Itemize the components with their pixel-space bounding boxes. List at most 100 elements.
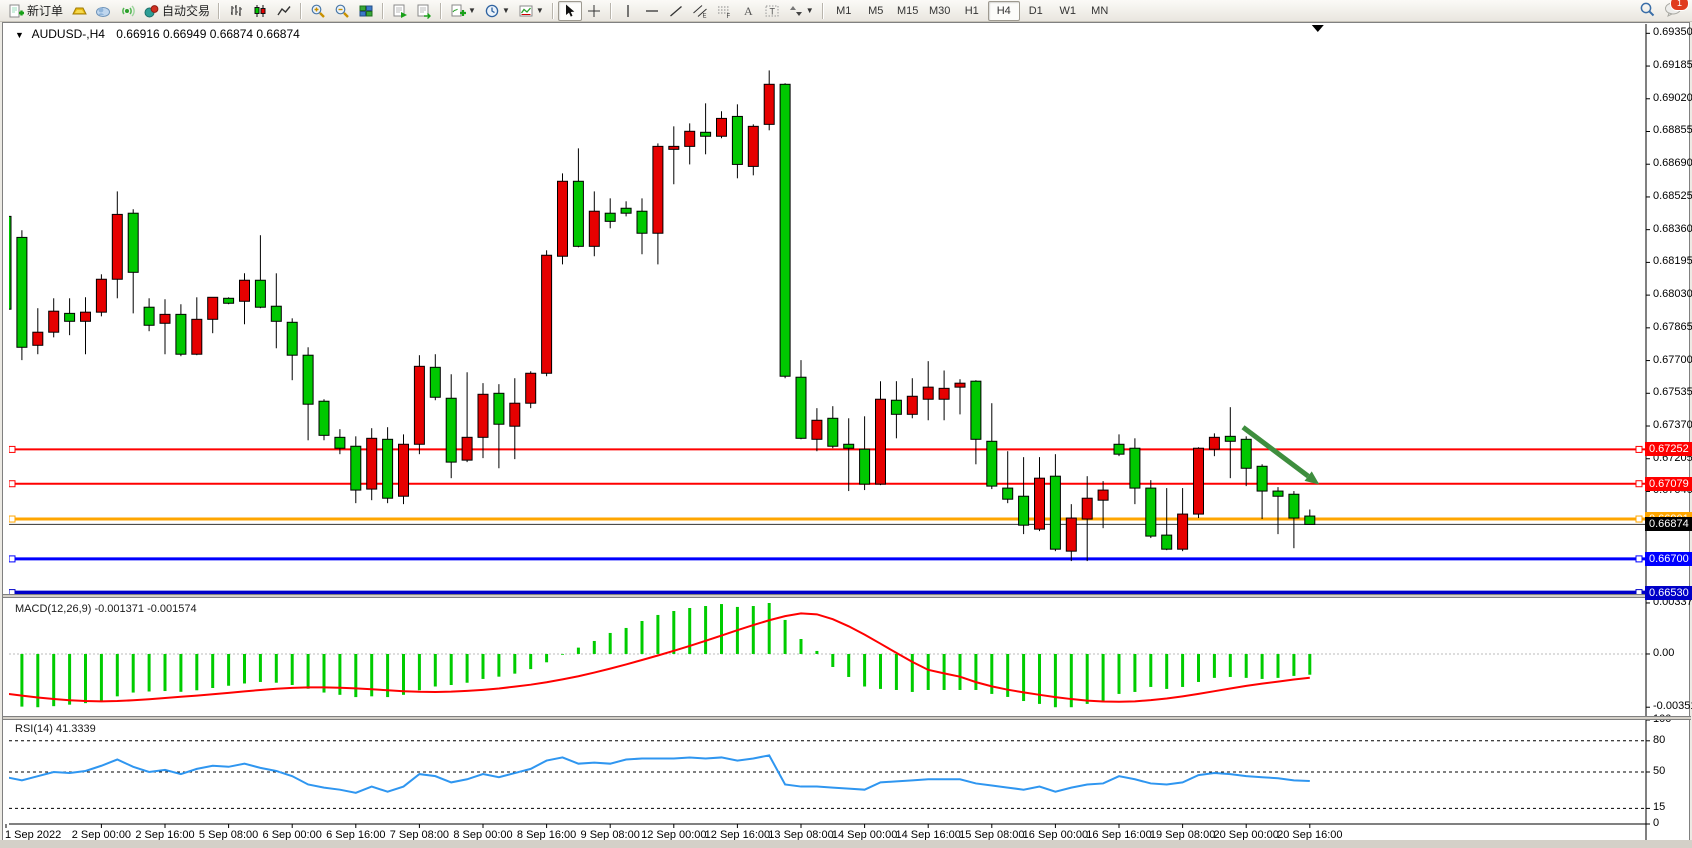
candle-body[interactable] xyxy=(32,331,44,346)
timeframe-button-m30[interactable]: M30 xyxy=(929,4,951,17)
candle-body[interactable] xyxy=(254,279,266,308)
candle-body[interactable] xyxy=(1240,438,1252,469)
trend-arrow-object[interactable] xyxy=(1241,425,1310,479)
candle-body[interactable] xyxy=(588,210,600,247)
line-handle[interactable] xyxy=(9,515,16,523)
candle-body[interactable] xyxy=(938,387,950,400)
signal-button[interactable] xyxy=(115,1,139,21)
candle-body[interactable] xyxy=(1034,477,1045,530)
candle-body[interactable] xyxy=(668,145,680,150)
candlestick-chart-button[interactable] xyxy=(248,1,272,21)
candle-body[interactable] xyxy=(1002,487,1014,500)
candle-body[interactable] xyxy=(1129,447,1141,489)
candle-body[interactable] xyxy=(1065,517,1077,552)
candle-body[interactable] xyxy=(890,399,902,415)
chart-window[interactable]: ▼ AUDUSD-,H4 0.66916 0.66949 0.66874 0.6… xyxy=(2,22,1692,848)
candle-body[interactable] xyxy=(1097,489,1109,501)
indicators-button[interactable]: ▼ xyxy=(446,1,480,21)
candle-body[interactable] xyxy=(445,397,457,463)
chart-shift-button[interactable] xyxy=(412,1,436,21)
chart-plot-area[interactable] xyxy=(3,23,1691,843)
timeframe-button-m1[interactable]: M1 xyxy=(836,4,852,17)
candle-body[interactable] xyxy=(493,392,505,425)
candle-body[interactable] xyxy=(413,365,425,445)
candle-body[interactable] xyxy=(1304,515,1316,525)
candle-body[interactable] xyxy=(811,419,823,440)
candle-body[interactable] xyxy=(477,393,489,438)
fibonacci-button[interactable]: F xyxy=(712,1,736,21)
notifications-button[interactable]: 1 xyxy=(1664,0,1689,20)
text-button[interactable]: A xyxy=(736,1,760,21)
candle-body[interactable] xyxy=(191,318,203,355)
candle-body[interactable] xyxy=(350,445,362,491)
pane-divider[interactable] xyxy=(3,594,1691,598)
bar-chart-button[interactable] xyxy=(224,1,248,21)
candle-body[interactable] xyxy=(1256,465,1268,492)
candle-body[interactable] xyxy=(1113,443,1125,455)
candle-body[interactable] xyxy=(779,83,791,377)
timeframe-button-m5[interactable]: M5 xyxy=(868,4,884,17)
candle-body[interactable] xyxy=(334,436,346,449)
periods-button[interactable]: ▼ xyxy=(480,1,514,21)
candle-body[interactable] xyxy=(509,402,521,427)
candle-body[interactable] xyxy=(731,115,743,165)
candle-body[interactable] xyxy=(16,236,28,348)
candle-body[interactable] xyxy=(763,83,775,125)
tile-windows-button[interactable] xyxy=(354,1,378,21)
candle-body[interactable] xyxy=(747,125,759,167)
candle-body[interactable] xyxy=(175,313,187,355)
candle-body[interactable] xyxy=(270,305,282,322)
pane-divider[interactable] xyxy=(3,716,1691,720)
candle-body[interactable] xyxy=(143,306,155,326)
candle-body[interactable] xyxy=(1018,495,1030,526)
candle-body[interactable] xyxy=(318,400,330,436)
candle-body[interactable] xyxy=(1224,435,1236,442)
search-icon[interactable] xyxy=(1639,1,1656,21)
line-handle[interactable] xyxy=(1635,515,1643,523)
new-order-button[interactable]: 新订单 xyxy=(4,1,67,21)
line-chart-button[interactable] xyxy=(272,1,296,21)
candle-body[interactable] xyxy=(970,380,982,440)
candle-body[interactable] xyxy=(1272,490,1284,497)
timeframe-button-h4[interactable]: H4 xyxy=(987,0,1020,21)
candle-body[interactable] xyxy=(1081,497,1093,520)
candle-body[interactable] xyxy=(159,313,171,324)
candle-body[interactable] xyxy=(859,448,871,485)
candle-body[interactable] xyxy=(1288,493,1300,519)
candle-body[interactable] xyxy=(223,297,235,304)
candle-body[interactable] xyxy=(906,395,918,415)
timeframe-button-h1[interactable]: H1 xyxy=(964,4,979,17)
line-handle[interactable] xyxy=(9,480,16,488)
community-button[interactable] xyxy=(91,1,115,21)
zoom-in-button[interactable] xyxy=(306,1,330,21)
candle-body[interactable] xyxy=(239,279,250,302)
candle-body[interactable] xyxy=(1049,475,1061,550)
candle-body[interactable] xyxy=(843,443,855,449)
candle-body[interactable] xyxy=(48,310,60,333)
candle-body[interactable] xyxy=(620,207,632,214)
candle-body[interactable] xyxy=(827,417,839,447)
auto-scroll-button[interactable] xyxy=(388,1,412,21)
timeframe-button-mn[interactable]: MN xyxy=(1091,4,1109,17)
candle-body[interactable] xyxy=(286,321,298,356)
cursor-button[interactable] xyxy=(557,0,582,21)
candle-body[interactable] xyxy=(80,311,91,322)
candle-body[interactable] xyxy=(1177,513,1189,550)
candle-body[interactable] xyxy=(1145,487,1157,537)
candle-body[interactable] xyxy=(1161,534,1173,550)
candle-body[interactable] xyxy=(636,210,648,234)
timeframe-button-m15[interactable]: M15 xyxy=(897,4,919,17)
timeframe-button-w1[interactable]: W1 xyxy=(1059,4,1076,17)
candle-body[interactable] xyxy=(1193,447,1204,515)
candle-body[interactable] xyxy=(922,386,934,400)
timeframe-button-d1[interactable]: D1 xyxy=(1028,4,1043,17)
candle-body[interactable] xyxy=(700,131,712,137)
crosshair-button[interactable] xyxy=(582,1,606,21)
candle-body[interactable] xyxy=(684,130,696,147)
line-handle[interactable] xyxy=(9,445,16,453)
candle-body[interactable] xyxy=(1208,436,1220,450)
autotrade-button[interactable]: 自动交易 xyxy=(139,1,214,21)
candle-body[interactable] xyxy=(398,443,409,497)
vertical-line-button[interactable] xyxy=(616,1,640,21)
candle-body[interactable] xyxy=(954,382,966,388)
